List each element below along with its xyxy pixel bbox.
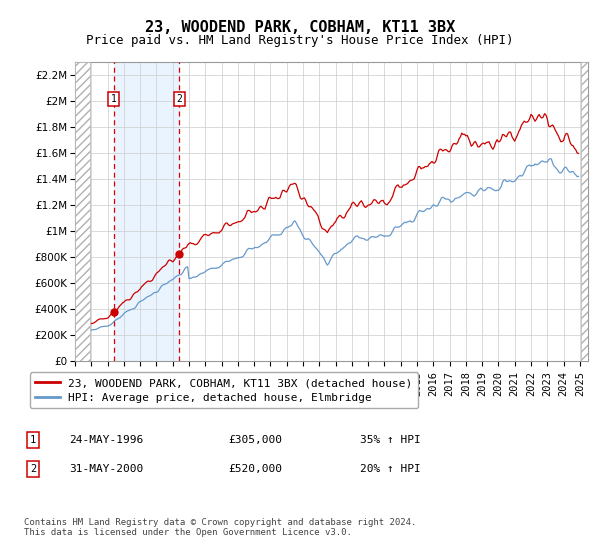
- Bar: [75, 62, 90, 361]
- Text: 2: 2: [176, 94, 182, 104]
- Text: 23, WOODEND PARK, COBHAM, KT11 3BX: 23, WOODEND PARK, COBHAM, KT11 3BX: [145, 20, 455, 35]
- Text: 35% ↑ HPI: 35% ↑ HPI: [360, 435, 421, 445]
- Bar: [581, 62, 588, 361]
- Text: £305,000: £305,000: [228, 435, 282, 445]
- Text: 1: 1: [111, 94, 116, 104]
- Text: 31-MAY-2000: 31-MAY-2000: [69, 464, 143, 474]
- Text: Contains HM Land Registry data © Crown copyright and database right 2024.
This d: Contains HM Land Registry data © Crown c…: [24, 518, 416, 538]
- Text: Price paid vs. HM Land Registry's House Price Index (HPI): Price paid vs. HM Land Registry's House …: [86, 34, 514, 46]
- Bar: [114, 62, 179, 361]
- Text: 20% ↑ HPI: 20% ↑ HPI: [360, 464, 421, 474]
- Text: 24-MAY-1996: 24-MAY-1996: [69, 435, 143, 445]
- Text: 2: 2: [30, 464, 36, 474]
- Text: 1: 1: [30, 435, 36, 445]
- Legend: 23, WOODEND PARK, COBHAM, KT11 3BX (detached house), HPI: Average price, detache: 23, WOODEND PARK, COBHAM, KT11 3BX (deta…: [29, 372, 418, 408]
- Text: £520,000: £520,000: [228, 464, 282, 474]
